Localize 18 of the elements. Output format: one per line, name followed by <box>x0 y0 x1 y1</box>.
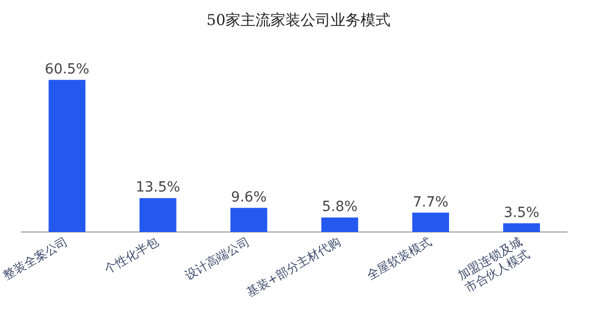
bar <box>321 217 358 232</box>
bar <box>412 212 450 232</box>
x-tick-label: 整装全案公司 <box>0 234 70 283</box>
data-label: 3.5% <box>504 204 540 221</box>
x-tick-label: 个性化半包 <box>102 234 161 277</box>
bar <box>140 198 176 232</box>
bar <box>48 80 86 232</box>
chart-title: 50家主流家装公司业务模式 <box>205 10 392 31</box>
bar <box>503 223 540 232</box>
data-label: 9.6% <box>231 190 267 206</box>
x-tick-label: 全屋软装模式 <box>364 234 434 283</box>
data-label: 5.8% <box>322 199 358 216</box>
data-label: 60.5% <box>44 62 90 78</box>
x-tick-label: 加盟连锁及城市合伙人模式 <box>455 234 532 296</box>
x-tick-label: 设计高端公司 <box>182 234 252 283</box>
data-label: 7.7% <box>412 194 448 210</box>
data-label: 13.5% <box>136 180 180 196</box>
bar <box>230 208 268 232</box>
